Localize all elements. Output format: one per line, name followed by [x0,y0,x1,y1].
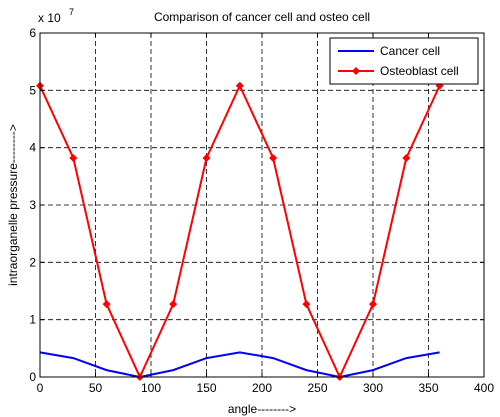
x-tick-label: 0 [37,381,44,395]
x-tick-label: 150 [196,381,216,395]
y-multiplier-base: x 10 [38,11,61,25]
data-point-osteoblast-cell [369,300,377,309]
x-tick-label: 350 [418,381,438,395]
y-multiplier-exponent: 7 [69,7,74,17]
data-point-osteoblast-cell [102,300,111,309]
chart-title: Comparison of cancer cell and osteo cell [154,10,370,24]
x-tick-label: 250 [307,381,327,395]
data-point-osteoblast-cell [69,153,78,162]
legend: Cancer cell Osteoblast cell [329,37,479,85]
y-tick-label: 6 [29,26,36,40]
y-tick-label: 1 [29,313,36,327]
x-tick-label: 100 [141,381,161,395]
data-point-osteoblast-cell [235,81,244,90]
x-tick-label: 300 [363,381,383,395]
x-axis-label: angle--------> [228,402,296,416]
x-tick-label: 400 [474,381,494,395]
legend-marker-osteoblast-cell [352,67,360,75]
series-layer [36,81,444,381]
data-point-osteoblast-cell [269,153,278,162]
legend-label-osteoblast-cell: Osteoblast cell [380,64,459,78]
y-multiplier: x 10 7 [38,7,74,25]
tick-labels: 0 50 100 150 200 250 300 350 400 0 1 2 3 4 5 6 [29,26,494,395]
y-tick-label: 0 [29,370,36,384]
legend-label-cancer-cell: Cancer cell [380,44,440,58]
data-point-osteoblast-cell [202,153,211,162]
y-tick-label: 2 [29,255,36,269]
y-tick-label: 3 [29,198,36,212]
x-tick-label: 200 [252,381,272,395]
y-tick-label: 5 [29,83,36,97]
data-point-osteoblast-cell [302,300,311,309]
axes [39,32,485,378]
series-line-cancer-cell [39,351,440,379]
y-axis-label: intraorganelle pressure--------> [6,124,20,286]
data-point-osteoblast-cell [402,153,411,162]
x-tick-label: 50 [89,381,103,395]
legend-box [329,37,479,85]
data-point-osteoblast-cell [169,300,178,309]
y-tick-label: 4 [29,141,36,155]
